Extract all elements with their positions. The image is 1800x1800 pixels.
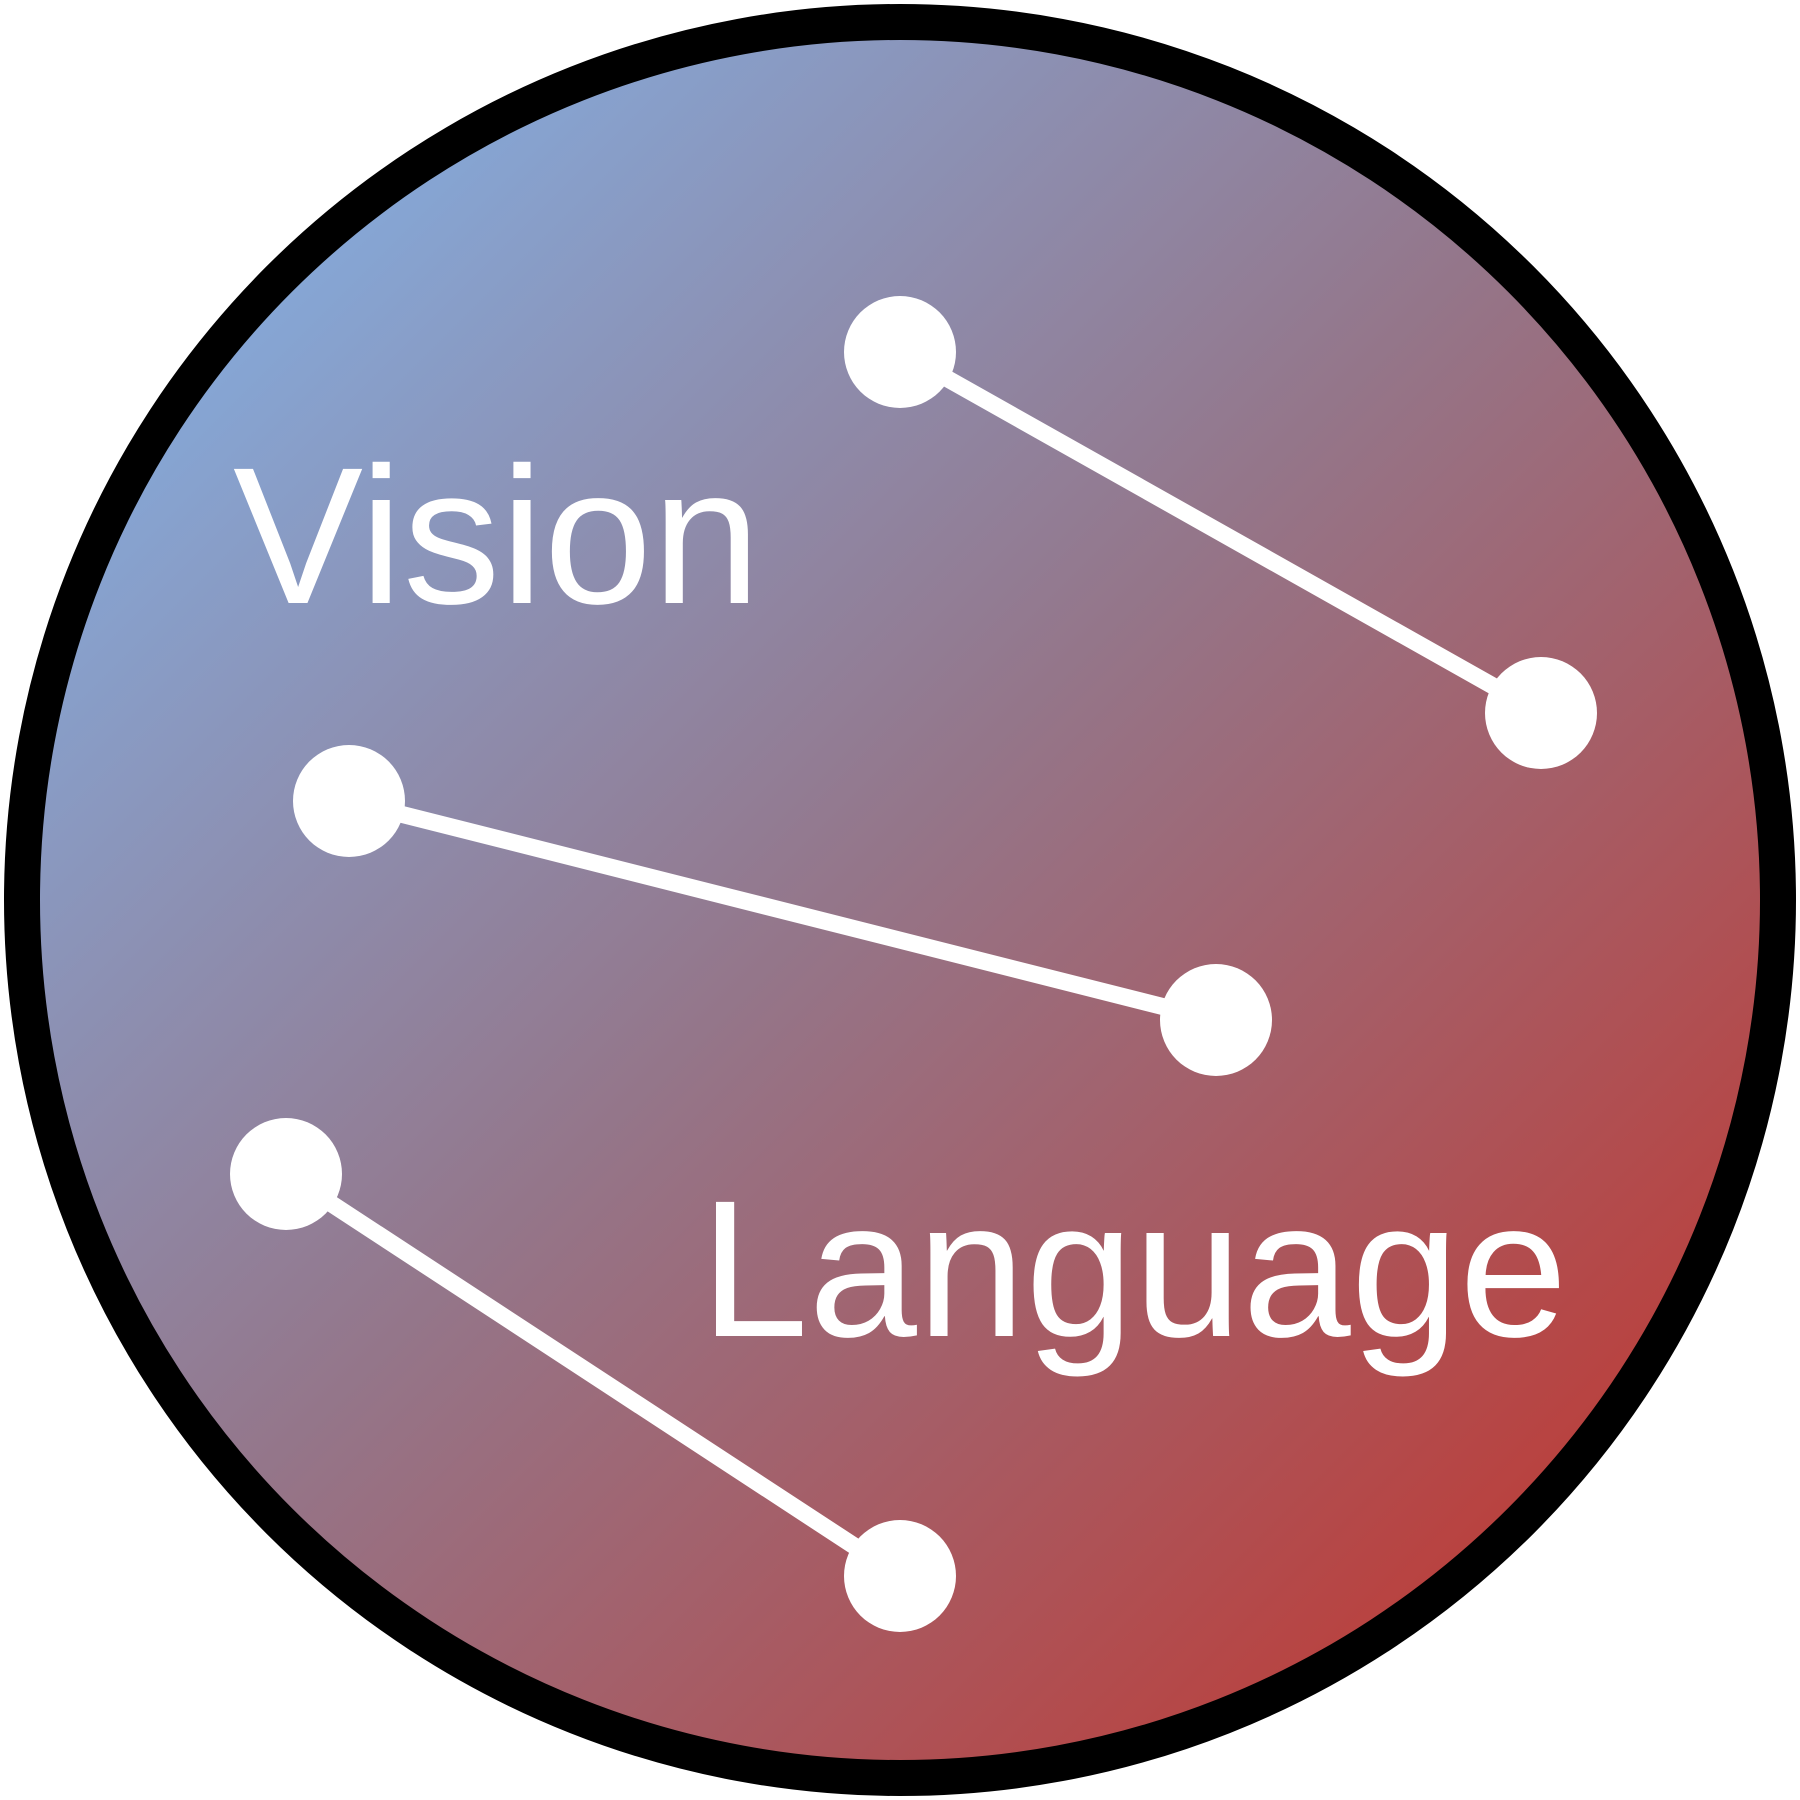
node-1 xyxy=(844,296,956,408)
connection-line-1 xyxy=(891,343,1550,722)
connection-line-3 xyxy=(277,1165,909,1585)
node-6 xyxy=(844,1520,956,1632)
node-4 xyxy=(1160,964,1272,1076)
language-label: Language xyxy=(700,1160,1568,1378)
graph-nodes xyxy=(230,296,1597,1632)
connection-lines xyxy=(277,343,1550,1585)
node-5 xyxy=(230,1118,342,1230)
vision-label: Vision xyxy=(233,427,761,645)
node-3 xyxy=(293,745,405,857)
connection-line-2 xyxy=(340,792,1225,1029)
node-2 xyxy=(1485,657,1597,769)
badge-circle xyxy=(4,4,1796,1796)
